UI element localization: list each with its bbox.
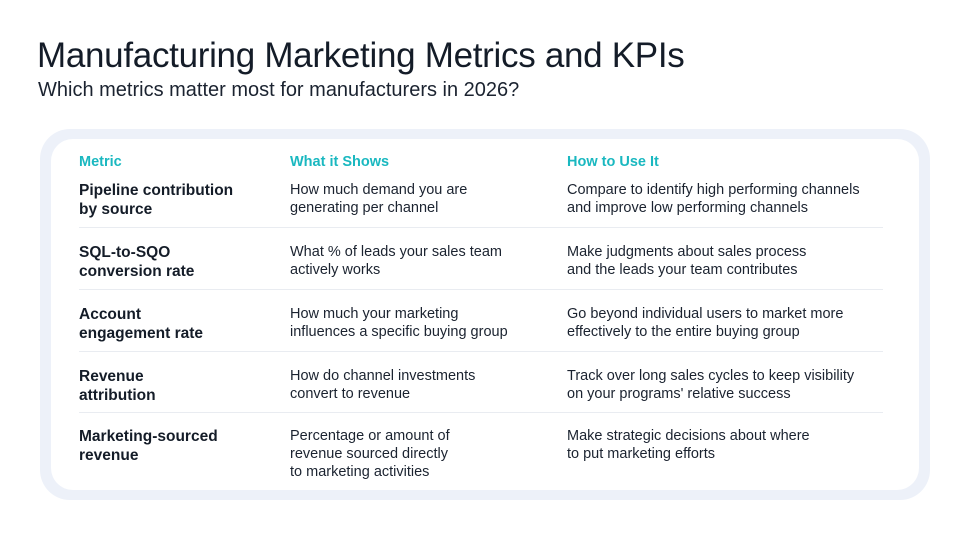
metric-name: Revenue attribution bbox=[79, 368, 156, 404]
row-divider bbox=[79, 289, 883, 290]
metric-how-to-use: Go beyond individual users to market mor… bbox=[567, 306, 844, 340]
metric-name: SQL-to-SQO conversion rate bbox=[79, 244, 195, 280]
metric-what-it-shows: How much demand you are generating per c… bbox=[290, 182, 468, 216]
metric-what-it-shows: What % of leads your sales team actively… bbox=[290, 244, 502, 278]
row-divider bbox=[79, 227, 883, 228]
column-header-how-to-use: How to Use It bbox=[567, 154, 659, 170]
metric-how-to-use: Make strategic decisions about where to … bbox=[567, 428, 810, 462]
column-header-what-it-shows: What it Shows bbox=[290, 154, 390, 170]
page-subtitle: Which metrics matter most for manufactur… bbox=[38, 79, 520, 101]
row-divider bbox=[79, 412, 883, 413]
metric-name: Marketing-sourced revenue bbox=[79, 428, 218, 464]
metric-how-to-use: Compare to identify high performing chan… bbox=[567, 182, 860, 216]
metric-how-to-use: Make judgments about sales process and t… bbox=[567, 244, 807, 278]
row-divider bbox=[79, 351, 883, 352]
metrics-table: Metric What it Shows How to Use It Pipel… bbox=[51, 139, 919, 490]
metric-name: Account engagement rate bbox=[79, 306, 204, 342]
metric-what-it-shows: How do channel investments convert to re… bbox=[290, 368, 476, 402]
metrics-card: Metric What it Shows How to Use It Pipel… bbox=[40, 129, 930, 500]
metric-what-it-shows: Percentage or amount of revenue sourced … bbox=[290, 428, 450, 480]
metric-how-to-use: Track over long sales cycles to keep vis… bbox=[567, 368, 855, 402]
page-title: Manufacturing Marketing Metrics and KPIs bbox=[37, 36, 685, 75]
metric-what-it-shows: How much your marketing influences a spe… bbox=[290, 306, 508, 340]
column-header-metric: Metric bbox=[79, 154, 122, 170]
metric-name: Pipeline contribution by source bbox=[79, 182, 234, 218]
